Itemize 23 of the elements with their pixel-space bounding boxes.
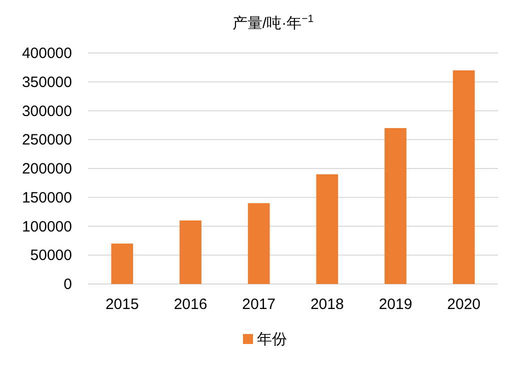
y-tick-label: 350000: [22, 74, 72, 91]
y-tick-label: 300000: [22, 102, 72, 120]
y-tick-label: 400000: [22, 45, 72, 62]
x-tick-label: 2016: [174, 296, 208, 313]
y-tick-label: 150000: [22, 189, 72, 206]
y-tick-label: 250000: [22, 132, 72, 149]
legend-label: 年份: [257, 331, 287, 348]
x-tick-label: 2019: [378, 296, 412, 313]
bar: [180, 220, 202, 284]
y-tick-label: 0: [64, 276, 72, 293]
bar: [111, 244, 134, 284]
bar: [452, 70, 475, 284]
y-tick-label: 100000: [22, 218, 72, 236]
y-tick-label: 50000: [30, 247, 72, 264]
x-tick-label: 2020: [447, 296, 481, 313]
x-tick-label: 2017: [242, 296, 276, 313]
bar: [384, 128, 406, 284]
bar: [248, 203, 270, 284]
x-tick-label: 2018: [310, 296, 344, 313]
chart-title: 产量/吨·年$^{−1}$: [232, 13, 314, 32]
x-tick-label: 2015: [105, 296, 139, 313]
bar: [316, 174, 338, 284]
y-tick-label: 200000: [22, 160, 72, 178]
